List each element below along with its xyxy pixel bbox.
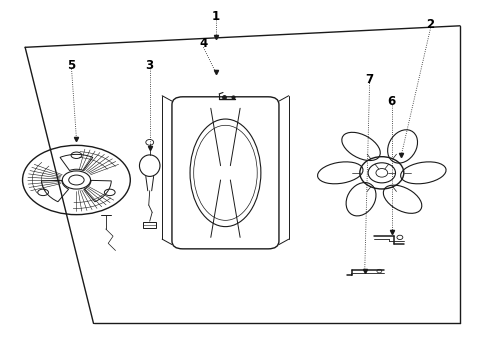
Text: 7: 7 (366, 73, 374, 86)
Text: 1: 1 (212, 10, 220, 23)
Text: 2: 2 (427, 18, 435, 31)
Text: 5: 5 (68, 59, 75, 72)
Text: 3: 3 (146, 59, 154, 72)
Text: 4: 4 (199, 37, 208, 50)
Text: 6: 6 (388, 95, 396, 108)
